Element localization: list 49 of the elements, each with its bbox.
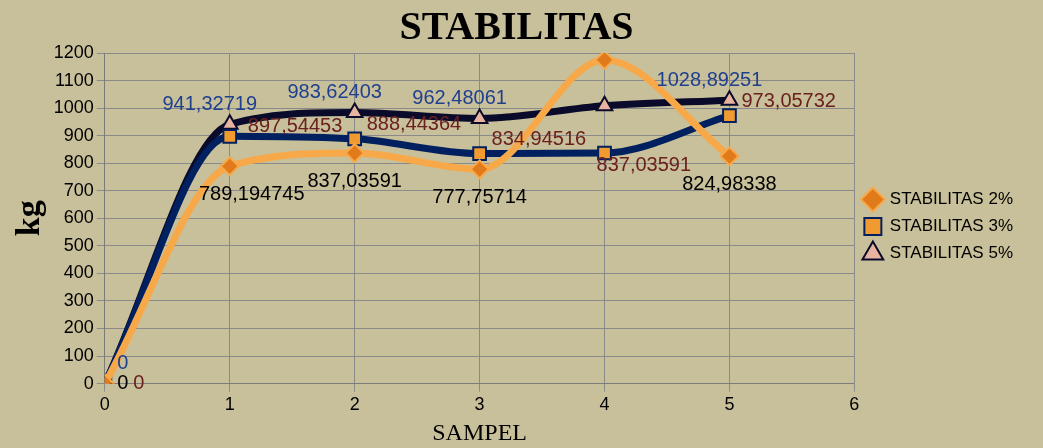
y-tick-label: 1200 [53, 41, 94, 62]
y-tick-label: 600 [63, 207, 94, 228]
x-tick-label: 6 [849, 394, 860, 415]
point [222, 128, 238, 144]
y-tick-label: 1100 [55, 69, 94, 90]
point [344, 143, 365, 163]
y-tick-label: 800 [63, 152, 94, 173]
x-axis-title: SAMPEL [432, 418, 527, 445]
data-label: 888,44364 [366, 112, 462, 135]
data-label: 0 [117, 371, 129, 394]
legend-label: STABILITAS 2% [889, 189, 1014, 209]
y-tick-label: 1000 [53, 97, 94, 118]
y-axis-title: kg [9, 200, 47, 237]
point [594, 53, 615, 70]
y-tick-label: 0 [83, 372, 94, 393]
data-label: 973,05732 [741, 89, 836, 112]
data-label: 0 [133, 371, 145, 394]
point [719, 146, 740, 167]
data-label: 789,194745 [198, 181, 305, 204]
x-tick-label: 1 [224, 394, 235, 415]
y-tick-label: 100 [63, 345, 94, 366]
y-tick-label: 500 [63, 234, 94, 255]
data-label: 0 [117, 351, 129, 374]
x-tick-label: 0 [99, 394, 110, 415]
x-tick-label: 2 [349, 394, 360, 415]
data-label: 941,32719 [162, 91, 258, 114]
data-label: 983,62403 [287, 80, 382, 103]
point [722, 108, 737, 123]
point [472, 146, 487, 161]
y-tick-label: 900 [63, 124, 94, 145]
y-tick-label: 400 [63, 262, 94, 283]
data-label: 834,94516 [491, 127, 587, 150]
point [219, 156, 240, 177]
data-label: 1028,89251 [656, 67, 763, 90]
chart-title: STABILITAS [399, 3, 634, 49]
data-label: 837,03591 [307, 168, 402, 191]
x-tick-label: 4 [599, 394, 610, 415]
legend-label: STABILITAS 3% [889, 216, 1014, 236]
y-tick-label: 700 [63, 179, 94, 200]
data-label: 777,75714 [432, 184, 527, 207]
data-label: 962,48061 [412, 85, 507, 108]
point [347, 131, 363, 147]
x-tick-label: 3 [474, 394, 485, 415]
y-tick-label: 300 [63, 289, 94, 310]
x-tick-label: 5 [724, 394, 735, 415]
data-label: 897,54453 [247, 113, 343, 136]
point [469, 159, 490, 180]
legend-label: STABILITAS 5% [889, 243, 1014, 263]
y-tick-label: 200 [63, 317, 94, 338]
